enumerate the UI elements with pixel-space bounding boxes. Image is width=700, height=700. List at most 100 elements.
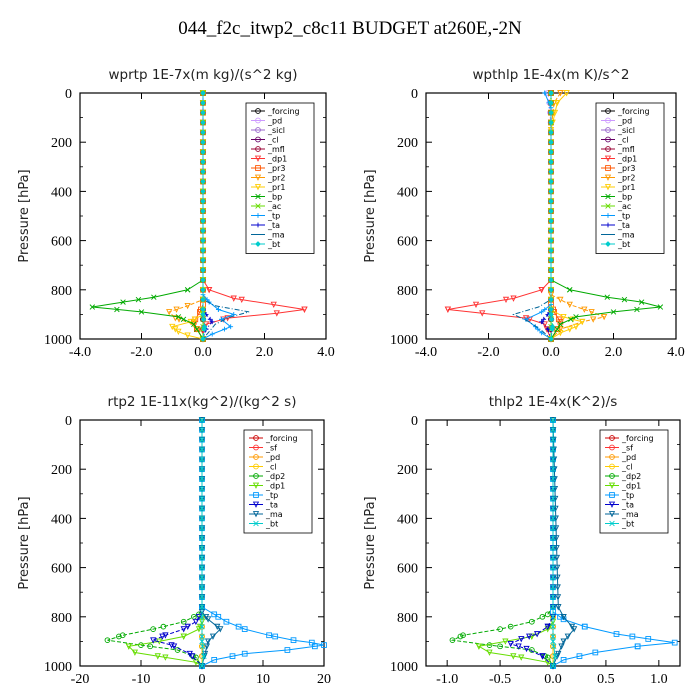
ma-marker	[560, 638, 567, 645]
series-line	[127, 420, 203, 667]
bt-marker	[548, 277, 554, 283]
ta-marker	[533, 631, 541, 638]
bt-marker	[548, 139, 554, 146]
ma-marker	[568, 623, 576, 631]
series-line	[168, 93, 204, 340]
bt-marker	[548, 296, 554, 303]
legend-item: _mfl	[617, 145, 635, 154]
bt-marker	[550, 515, 556, 522]
x-tick-label: 0.0	[542, 345, 560, 360]
legend-item: _dp1	[621, 482, 641, 491]
ma-marker	[553, 545, 560, 552]
bt-marker	[550, 623, 556, 630]
ma-marker	[214, 623, 221, 631]
y-tick-label: 400	[51, 512, 72, 527]
bp-marker	[180, 316, 187, 323]
y-tick-label: 200	[397, 463, 418, 478]
legend-marker	[609, 473, 615, 479]
bt-marker	[550, 584, 556, 590]
legend-marker	[605, 193, 611, 200]
pr2-marker	[581, 306, 588, 313]
ma-marker	[554, 564, 561, 572]
chart-title: rtp2 1E-11x(kg^2)/(kg^2 s)	[108, 394, 297, 410]
dp1-marker	[541, 321, 548, 328]
bt-marker	[550, 525, 556, 531]
series-dp2	[449, 417, 556, 669]
bp-marker	[604, 294, 610, 300]
bt-marker	[548, 227, 554, 234]
legend-item: _pr2	[267, 174, 285, 183]
bt-marker	[200, 139, 206, 146]
pr1-marker	[184, 332, 191, 339]
series-line	[550, 92, 606, 340]
legend-marker	[255, 108, 261, 114]
bt-marker	[199, 584, 205, 590]
dp2-marker	[147, 643, 154, 650]
legend-marker	[252, 482, 260, 489]
legend-marker	[254, 155, 262, 162]
bt-marker	[548, 286, 554, 293]
pr1-marker	[560, 314, 567, 321]
legend-marker	[255, 127, 261, 133]
y-tick-label: 1000	[390, 333, 418, 348]
chart-title: thlp2 1E-4x(K^2)/s	[489, 394, 618, 410]
legend-item: _sf	[265, 444, 277, 453]
y-tick-label: 400	[397, 512, 418, 527]
ta-marker	[159, 633, 166, 640]
ma-marker	[552, 515, 559, 522]
dp2-marker	[160, 623, 167, 630]
bt-marker	[200, 90, 206, 96]
legend-item: _ta	[621, 501, 634, 510]
chart-panel-1: wprtp 1E-7x(m kg)/(s^2 kg) Pressure [hPa]…	[17, 67, 335, 360]
dp2-marker	[174, 647, 181, 653]
bt-marker	[200, 296, 206, 303]
legend-item: _mfl	[267, 145, 285, 154]
dp1-marker	[502, 638, 509, 645]
tp-marker	[613, 631, 620, 637]
bt-marker	[550, 638, 556, 645]
bt-marker	[200, 316, 207, 323]
tp-marker	[228, 324, 234, 330]
legend-marker	[604, 174, 612, 181]
bt-marker	[199, 436, 205, 443]
legend-item: _ma	[265, 510, 283, 519]
series-line	[477, 420, 554, 667]
y-tick-label: 200	[51, 136, 72, 151]
ma-marker	[553, 535, 560, 542]
legend-item: _pd	[265, 453, 280, 462]
series-pr1	[547, 90, 586, 343]
chart-title: wprtp 1E-7x(m kg)/(s^2 kg)	[109, 67, 298, 83]
bp-marker	[554, 326, 560, 332]
legend-item: _dp2	[621, 472, 641, 481]
pr2-marker	[173, 306, 180, 313]
x-tick-label: 0.0	[194, 345, 212, 360]
bp-marker	[120, 299, 126, 305]
pr2-marker	[557, 90, 564, 97]
legend-item: _ma	[267, 231, 285, 240]
bt-marker	[200, 257, 206, 264]
pr1-marker	[563, 90, 570, 97]
pr1-marker	[579, 318, 586, 326]
tp-marker	[215, 307, 221, 312]
tp-marker	[592, 649, 599, 656]
legend-marker	[609, 463, 615, 470]
legend-marker	[605, 165, 611, 171]
legend-item: _bp	[267, 193, 282, 202]
page-title: 044_f2c_itwp2_c8c11 BUDGET at260E,-2N	[178, 18, 522, 39]
bt-marker	[550, 614, 556, 620]
dp1-marker	[125, 643, 132, 650]
dp1-marker	[224, 315, 231, 322]
legend-marker	[253, 520, 259, 527]
ma-marker	[204, 616, 212, 623]
dp1-marker	[538, 286, 545, 294]
tp-marker	[542, 90, 548, 96]
bp-marker	[557, 321, 564, 327]
bt-marker	[200, 336, 206, 342]
tp-marker	[312, 643, 318, 650]
legend-marker	[605, 203, 611, 209]
y-tick-label: 600	[397, 562, 418, 577]
legend-item: _forcing	[621, 434, 654, 443]
legend-item: _ta	[617, 221, 630, 230]
tp-marker	[634, 643, 641, 650]
legend-marker	[255, 193, 261, 200]
